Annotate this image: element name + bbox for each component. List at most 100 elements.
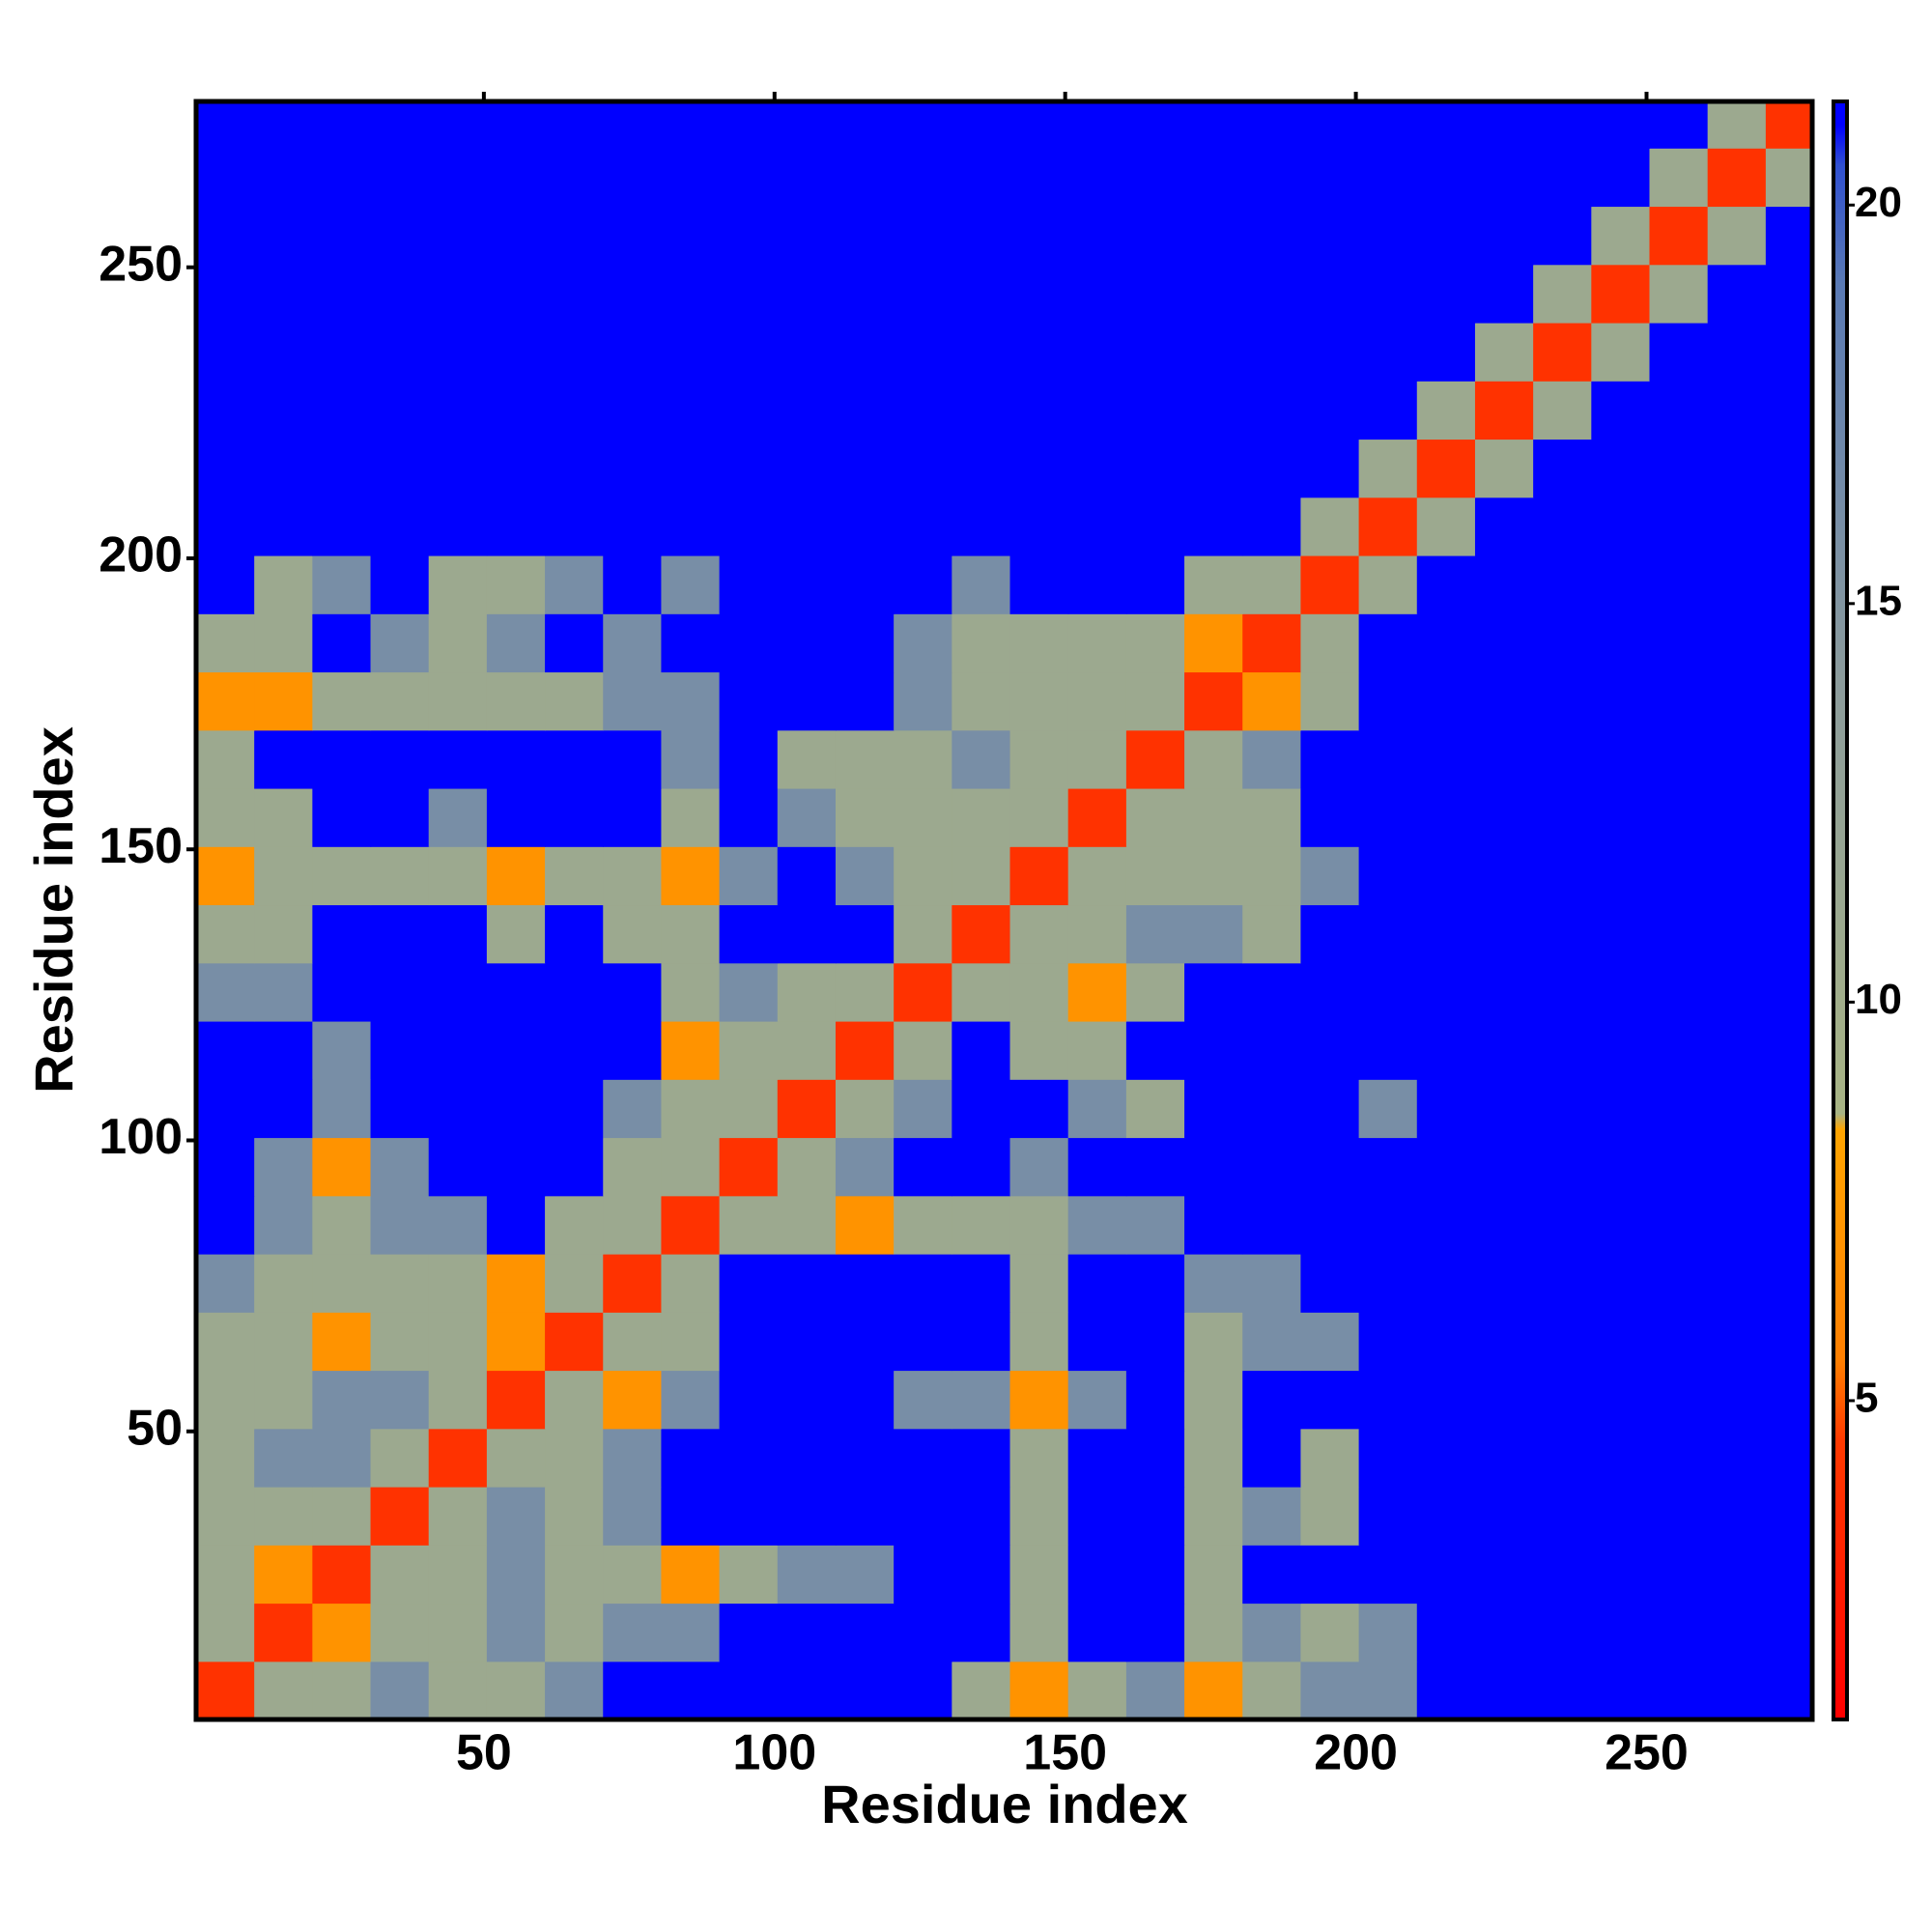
heatmap-cell [1242,1486,1302,1546]
heatmap-cell [545,1137,604,1197]
heatmap-cell [1184,206,1243,266]
heatmap-cell [894,1137,952,1197]
heatmap-cell [370,439,430,498]
heatmap-cell [603,904,663,964]
heatmap-cell [1067,1137,1127,1197]
heatmap-cell [428,1428,488,1488]
heatmap-cell [661,101,721,149]
heatmap-cell [196,1079,255,1139]
heatmap-cell [1649,381,1709,440]
heatmap-cell [1474,264,1534,324]
heatmap-cell [1649,497,1709,556]
heatmap-cell [1067,1079,1127,1139]
heatmap-cell [603,1312,663,1372]
heatmap-cell [952,1137,1011,1197]
heatmap-cell [1416,962,1476,1022]
heatmap-cell [661,962,721,1022]
heatmap-cell [1591,322,1651,382]
heatmap-cell [486,1312,546,1372]
heatmap-cell [370,1312,430,1372]
heatmap-cell [254,1253,313,1313]
heatmap-cell [603,1486,663,1546]
heatmap-cell [1707,1195,1767,1255]
heatmap-cell [952,322,1011,382]
heatmap-cell [1474,1079,1534,1139]
heatmap-cell [835,1428,895,1488]
heatmap-cell [1125,1603,1185,1662]
heatmap-cell [254,1195,313,1255]
heatmap-cell [894,962,952,1022]
heatmap-cell [1184,439,1243,498]
y-tick-label: 100 [99,1109,183,1165]
heatmap-cell [1358,148,1418,208]
heatmap-cell [1416,613,1476,673]
heatmap-cell [1649,1545,1709,1605]
heatmap-cell [312,1312,372,1372]
heatmap-cell [835,613,895,673]
heatmap-cell [1765,846,1813,906]
heatmap-cell [486,1137,546,1197]
heatmap-cell [661,1137,721,1197]
heatmap-cell [1125,1253,1185,1313]
heatmap-cell [1242,497,1302,556]
heatmap-cell [1591,1661,1651,1720]
heatmap-cell [486,1079,546,1139]
heatmap-cell [1358,729,1418,789]
heatmap-cell [254,1661,313,1720]
heatmap-cell [952,729,1011,789]
heatmap-cell [1125,846,1185,906]
heatmap-cell [661,381,721,440]
heatmap-cell [777,787,837,847]
heatmap-cell [661,206,721,266]
heatmap-cell [1765,962,1813,1022]
heatmap-cell [952,1195,1011,1255]
heatmap-cell [312,1253,372,1313]
heatmap-cell [1184,613,1243,673]
heatmap-cell [835,148,895,208]
heatmap-cell [952,1020,1011,1080]
heatmap-cell [1184,1603,1243,1662]
heatmap-cell [1416,322,1476,382]
heatmap-cell [1358,1020,1418,1080]
heatmap-cell [1358,497,1418,556]
heatmap-cell [486,101,546,149]
heatmap-cell [603,381,663,440]
heatmap-cell [1300,554,1360,614]
heatmap-cell [719,1253,779,1313]
heatmap-cell [1067,1312,1127,1372]
heatmap-cell [254,904,313,964]
heatmap-cell [1474,1020,1534,1080]
heatmap-cell [370,1253,430,1313]
heatmap-cell [1591,671,1651,731]
heatmap-cell [1591,1253,1651,1313]
heatmap-cell [486,554,546,614]
heatmap-cell [1242,322,1302,382]
heatmap-cell [1009,729,1069,789]
heatmap-cell [1358,1661,1418,1720]
heatmap-cell [254,1603,313,1662]
heatmap-cell [312,264,372,324]
heatmap-cell [1300,497,1360,556]
heatmap-cell [719,497,779,556]
heatmap-cell [1707,148,1767,208]
heatmap-cell [545,101,604,149]
heatmap-cell [312,1195,372,1255]
heatmap-cell [428,671,488,731]
heatmap-cell [777,1195,837,1255]
heatmap-cell [1125,1195,1185,1255]
heatmap-cell [661,671,721,731]
heatmap-cell [1533,1486,1592,1546]
heatmap-cell [1591,497,1651,556]
heatmap-cell [370,497,430,556]
heatmap-cell [835,787,895,847]
heatmap-cell [661,264,721,324]
heatmap-cell [1765,671,1813,731]
heatmap-cell [1358,322,1418,382]
heatmap-cell [1416,1253,1476,1313]
heatmap-cell [1649,846,1709,906]
heatmap-cell [196,1195,255,1255]
heatmap-cell [370,1137,430,1197]
heatmap-cell [835,962,895,1022]
heatmap-cell [1125,729,1185,789]
heatmap-cell [1184,1253,1243,1313]
